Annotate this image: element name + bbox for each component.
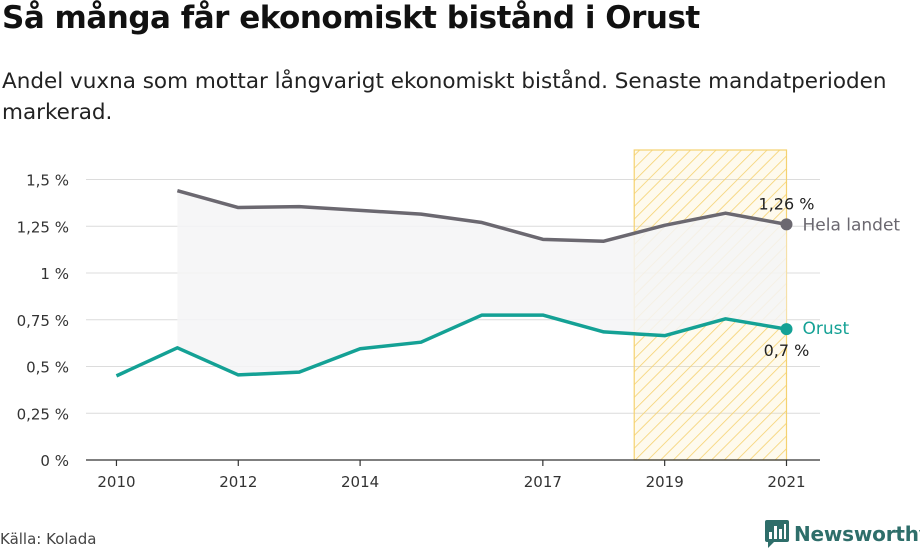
series-label-hela-landet: Hela landet <box>802 215 900 235</box>
line-orust-end-marker <box>780 323 793 336</box>
x-tick-label: 2019 <box>646 473 684 491</box>
chart-subtitle: Andel vuxna som mottar långvarigt ekonom… <box>2 69 887 125</box>
source-note: Källa: Kolada <box>0 530 97 548</box>
brand-name: Newsworthy <box>794 522 920 546</box>
value-label-hela-landet: 1,26 % <box>759 194 815 213</box>
x-tick-label: 2014 <box>341 473 379 491</box>
series-label-orust: Orust <box>802 319 849 339</box>
line-hela-landet <box>176 189 787 243</box>
y-tick-label: 1,5 % <box>26 172 69 190</box>
line-hela-landet-end-marker <box>780 218 793 231</box>
x-tick-label: 2010 <box>97 473 135 491</box>
brand-logo: Newsworthy <box>765 520 920 548</box>
line-orust <box>115 313 787 378</box>
y-tick-label: 1,25 % <box>17 218 69 236</box>
y-tick-label: 0,75 % <box>17 312 69 330</box>
x-tick-label: 2021 <box>767 473 805 491</box>
x-tick-label: 2017 <box>524 473 562 491</box>
y-tick-label: 0,25 % <box>17 405 69 423</box>
gap-area-fill <box>177 190 787 375</box>
chart-title: Så många får ekonomiskt bistånd i Orust <box>2 0 700 36</box>
y-tick-label: 0 % <box>40 452 69 470</box>
data-labels: Hela landet 1,26 % Orust 0,7 % <box>759 194 901 360</box>
value-label-orust: 0,7 % <box>764 341 810 360</box>
newsworthy-logo-icon <box>765 520 789 548</box>
y-tick-label: 1 % <box>40 265 69 283</box>
y-tick-label: 0,5 % <box>26 359 69 377</box>
series <box>115 189 793 378</box>
axes: 0 % 0,25 % 0,5 % 0,75 % 1 % 1,25 % 1,5 % 2010 20… <box>17 172 820 491</box>
gap-area <box>177 190 787 375</box>
x-tick-label: 2012 <box>219 473 257 491</box>
